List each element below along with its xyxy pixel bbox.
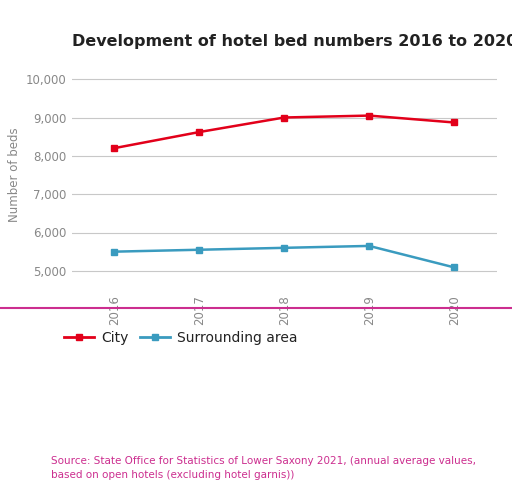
Y-axis label: Number of beds: Number of beds	[8, 128, 20, 222]
Text: Source: State Office for Statistics of Lower Saxony 2021, (annual average values: Source: State Office for Statistics of L…	[51, 456, 476, 480]
Legend: City, Surrounding area: City, Surrounding area	[58, 326, 303, 350]
Text: Development of hotel bed numbers 2016 to 2020: Development of hotel bed numbers 2016 to…	[72, 34, 512, 49]
